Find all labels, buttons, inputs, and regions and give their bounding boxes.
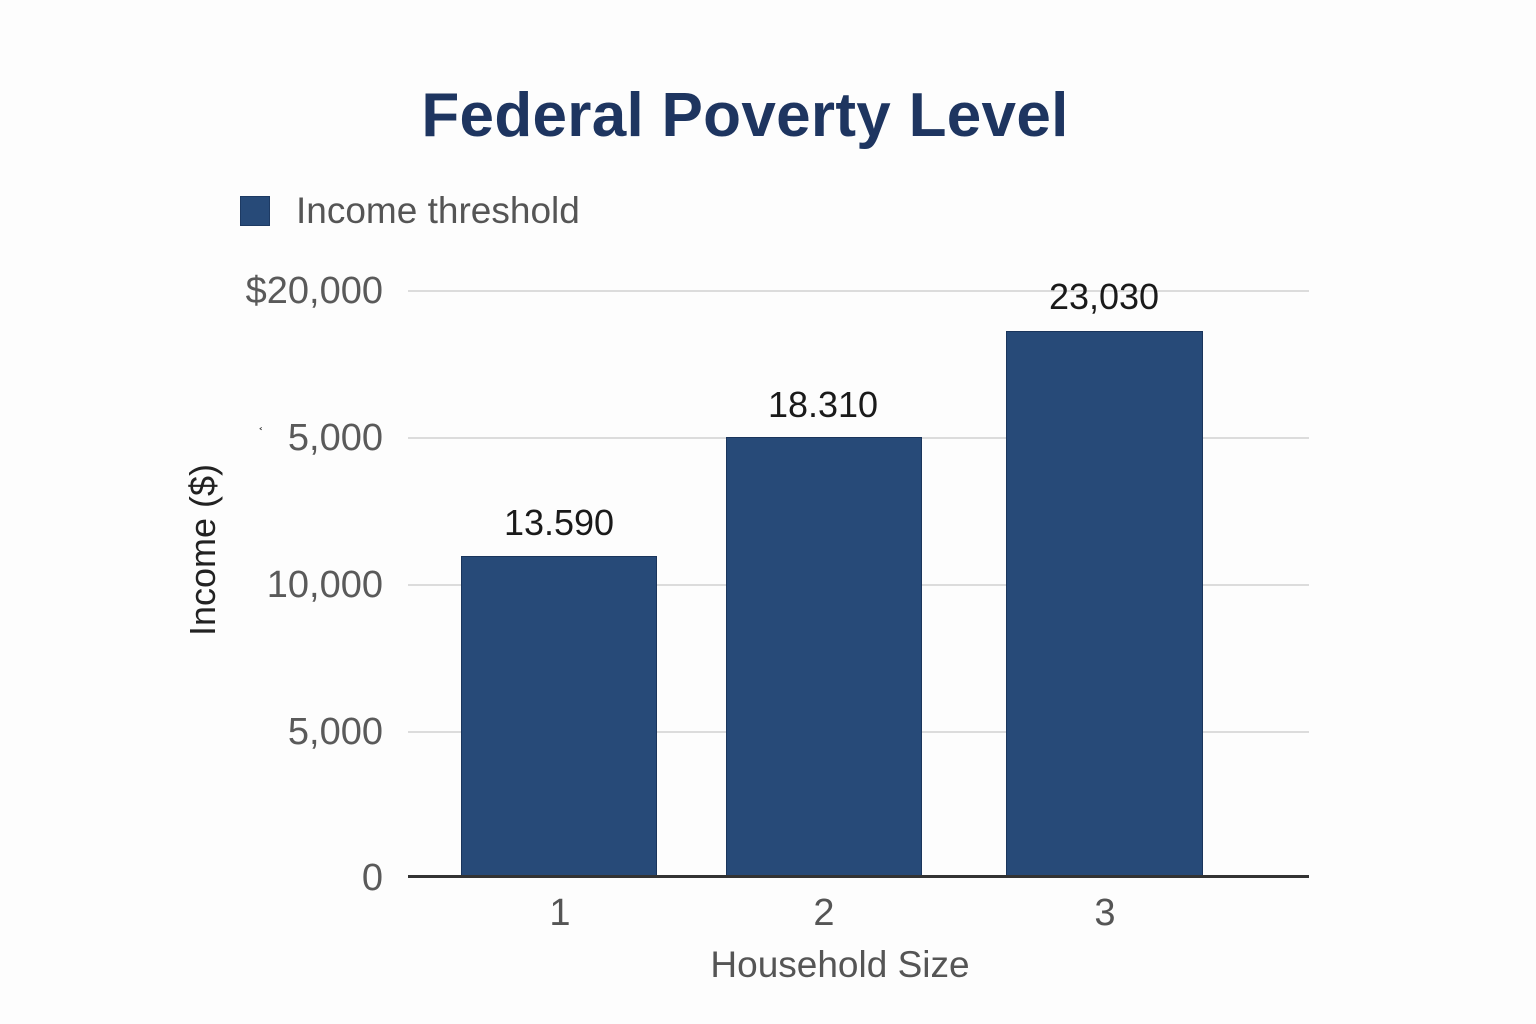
- x-tick-label: 1: [549, 892, 571, 934]
- y-tick-label: 5,000: [287, 711, 383, 753]
- bar-value-label: 13.590: [503, 502, 615, 543]
- bar-household-2: [726, 437, 922, 876]
- x-tick-label: 2: [813, 892, 835, 934]
- y-tick-label: 5,000: [287, 417, 383, 459]
- chart-title: Federal Poverty Level: [421, 81, 1069, 150]
- legend-label: Income threshold: [296, 190, 580, 231]
- bar-value-label: 23,030: [1048, 276, 1160, 317]
- y-axis-label: Income ($): [182, 463, 223, 637]
- x-axis-label: Household Size: [710, 944, 970, 985]
- stray-mark: ˱: [258, 414, 264, 431]
- legend-swatch: [240, 196, 270, 226]
- bar-household-3: [1006, 331, 1203, 876]
- y-tick-label: $20,000: [245, 270, 383, 312]
- x-axis-line: [408, 875, 1309, 878]
- x-tick-label: 3: [1094, 892, 1116, 934]
- bar-value-label: 18.310: [767, 384, 879, 425]
- y-tick-label: 0: [361, 857, 383, 899]
- y-tick-label: 10,000: [266, 564, 383, 606]
- bar-household-1: [461, 556, 657, 876]
- gridline: [408, 290, 1309, 292]
